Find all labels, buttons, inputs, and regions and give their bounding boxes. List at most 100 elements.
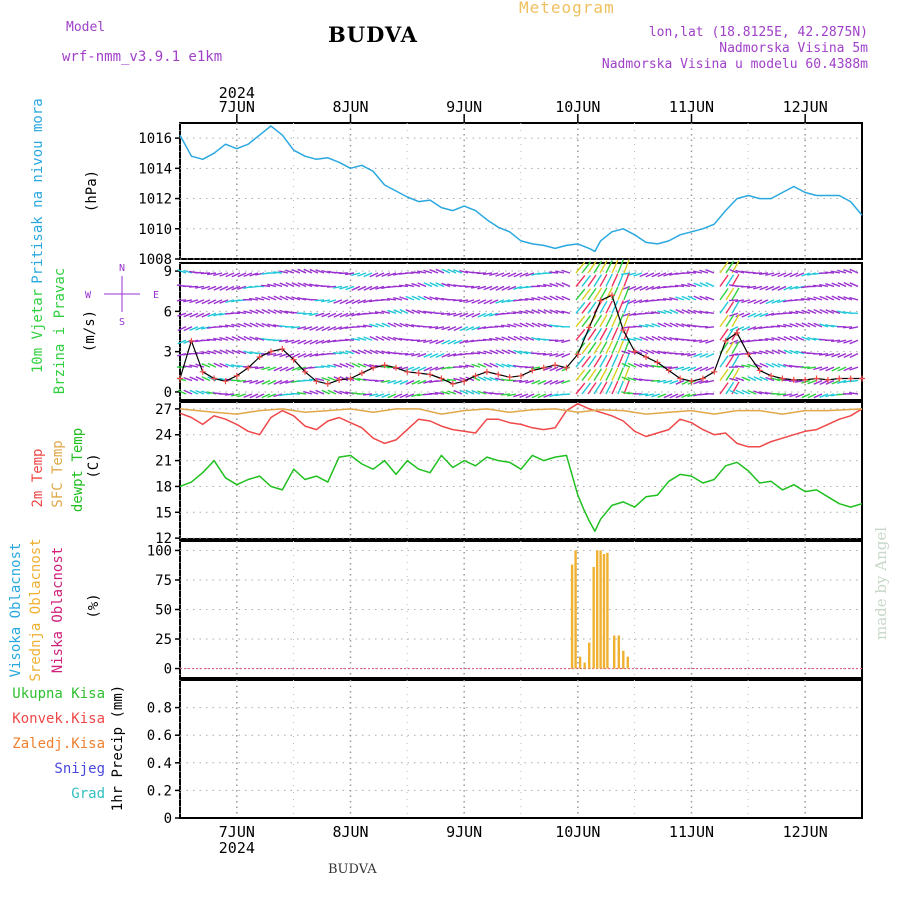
wind-arrow [725, 381, 735, 395]
precipitation-ytick-label: 0 [164, 811, 172, 827]
wind-arrow [369, 349, 379, 355]
wind-arrow [807, 379, 817, 385]
wind-arrow [825, 352, 835, 357]
wind-arrow [513, 272, 523, 278]
wind-arrow [753, 299, 763, 305]
wind-gust-marker [267, 348, 274, 355]
wind-arrow [183, 312, 193, 318]
wind-arrow [549, 352, 559, 357]
wind-arrow [327, 299, 337, 304]
wind-arrow [189, 326, 199, 331]
wind-ytick-label: 0 [164, 385, 172, 401]
wind-arrow [747, 376, 757, 382]
wind-arrow [807, 393, 817, 399]
cloud-bar [606, 552, 609, 669]
wind-arrow [303, 312, 313, 315]
wind-arrow [651, 393, 661, 398]
wind-arrow [201, 285, 211, 290]
wind-arrow [719, 328, 729, 341]
wind-arrow [747, 299, 757, 304]
wind-arrow [410, 271, 421, 274]
wind-arrow [753, 351, 763, 355]
wind-arrow [725, 355, 735, 368]
temperature-ytick-label: 21 [155, 454, 172, 470]
wind-arrow [747, 363, 757, 368]
wind-arrow [537, 296, 547, 301]
wind-arrow [777, 336, 787, 341]
wind-arrow [741, 339, 751, 344]
wind-arrow [411, 366, 421, 372]
wind-arrow [638, 324, 649, 328]
wind-arrow [633, 377, 643, 382]
wind-arrow [729, 339, 739, 345]
wind-arrow [543, 393, 553, 398]
wind-arrow [219, 299, 229, 304]
wind-arrow [617, 259, 624, 274]
wind-arrow [621, 376, 631, 382]
wind-arrow [273, 366, 283, 372]
wind-arrow [639, 285, 649, 291]
wind-arrow [731, 287, 740, 301]
wind-gust-marker [449, 380, 456, 387]
wind-arrow [326, 285, 337, 288]
wind-arrow [765, 299, 775, 305]
wind-arrow [411, 295, 421, 301]
cloud-bar [626, 656, 629, 669]
wind-arrow [339, 285, 349, 290]
wind-arrow [753, 390, 763, 395]
wind-arrow [519, 335, 529, 341]
wind-arrow [759, 350, 769, 355]
wind-arrow [525, 379, 535, 384]
wind-arrow [813, 284, 823, 288]
wind-arrow [777, 285, 787, 291]
wind-arrow [639, 299, 649, 304]
wind-arrow [543, 283, 553, 288]
wind-arrow [303, 390, 313, 395]
wind-arrow [795, 310, 805, 315]
wind-arrow [519, 310, 529, 315]
wind-arrow [741, 364, 751, 368]
wind-arrow [611, 340, 619, 354]
wind-arrow [435, 366, 445, 371]
wind-arrow [237, 349, 247, 355]
wind-arrow [339, 376, 349, 382]
wind-arrow [441, 391, 451, 395]
wind-arrow [423, 379, 433, 384]
wind-arrow [447, 390, 457, 395]
wind-arrow [531, 297, 541, 301]
wind-arrow [765, 312, 775, 317]
wind-arrow [729, 352, 739, 357]
wind-arrow [605, 354, 613, 368]
wind-arrow [519, 350, 529, 355]
wind-arrow [351, 362, 361, 368]
wind-arrow [675, 322, 685, 328]
wind-arrow [489, 285, 499, 291]
wind-arrow [611, 259, 619, 274]
wind-arrow [399, 393, 409, 399]
wind-arrow [411, 379, 421, 385]
wind-arrow [357, 336, 367, 341]
wind-arrow [207, 362, 217, 368]
wind-arrow [249, 309, 259, 314]
wind-arrow [249, 336, 259, 341]
wind-arrow [453, 312, 463, 317]
wind-gust-marker [461, 378, 468, 385]
cloud-bar [599, 550, 602, 669]
wind-arrow [435, 326, 445, 330]
wind-arrow [843, 353, 853, 359]
wind-arrow [729, 389, 739, 395]
wind-arrow [675, 393, 685, 399]
clouds-ytick-label: 100 [147, 543, 172, 559]
wind-gust-marker [859, 375, 865, 382]
wind-arrow [783, 335, 793, 341]
wind-arrow [825, 295, 835, 301]
wind-arrow [285, 379, 295, 384]
wind-arrow [543, 323, 553, 328]
wind-arrow [489, 362, 499, 368]
wind-gust-marker [506, 374, 513, 381]
wind-arrow [555, 379, 565, 385]
wind-arrow [668, 366, 679, 370]
wind-arrow [693, 379, 703, 385]
wind-arrow [575, 369, 586, 381]
